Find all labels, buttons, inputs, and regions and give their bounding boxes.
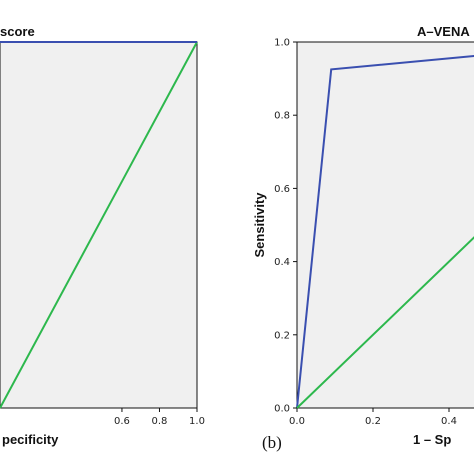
left-x-tick-label: 0.6 xyxy=(114,416,130,427)
right-plot-area xyxy=(296,41,474,409)
left-x-tick-label: 1.0 xyxy=(189,416,205,427)
right-y-axis-title: Sensitivity xyxy=(252,192,267,258)
right-y-tick-label: 0.6 xyxy=(274,184,290,195)
right-x-tick-label: 0.2 xyxy=(365,416,381,427)
right-roc-line-0 xyxy=(296,55,474,409)
left-x-axis-title: pecificity xyxy=(2,432,59,447)
left-chart-title: score xyxy=(0,24,35,39)
panel-label-b: (b) xyxy=(262,433,282,452)
right-x-tick-label: 0.0 xyxy=(289,416,305,427)
right-y-ticks: 0.0 0.2 0.4 0.6 0.8 1.0 xyxy=(274,38,297,415)
right-y-tick-label: 0.0 xyxy=(274,404,290,415)
right-y-tick-label: 1.0 xyxy=(274,38,290,49)
left-roc-line-0 xyxy=(0,41,198,409)
left-series-group xyxy=(0,41,198,409)
right-y-tick-label: 0.4 xyxy=(274,257,290,268)
left-roc-chart: 0.6 0.8 1.0 score pecificity xyxy=(0,24,205,447)
left-x-ticks: 0.6 0.8 1.0 xyxy=(114,408,205,427)
right-y-tick-label: 0.2 xyxy=(274,330,290,341)
right-y-tick-label: 0.8 xyxy=(274,111,290,122)
left-x-tick-label: 0.8 xyxy=(152,416,168,427)
right-chart-title: A–VENA xyxy=(417,24,470,39)
right-x-axis-title: 1 – Sp xyxy=(413,432,451,447)
right-series-group xyxy=(296,55,474,409)
right-x-tick-label: 0.4 xyxy=(441,416,457,427)
right-x-ticks: 0.0 0.2 0.4 xyxy=(289,408,457,427)
right-roc-chart: 0.0 0.2 0.4 0.0 0.2 0.4 0.6 0.8 1.0 A–VENA Sens… xyxy=(252,24,474,452)
right-roc-line-1 xyxy=(296,236,474,409)
